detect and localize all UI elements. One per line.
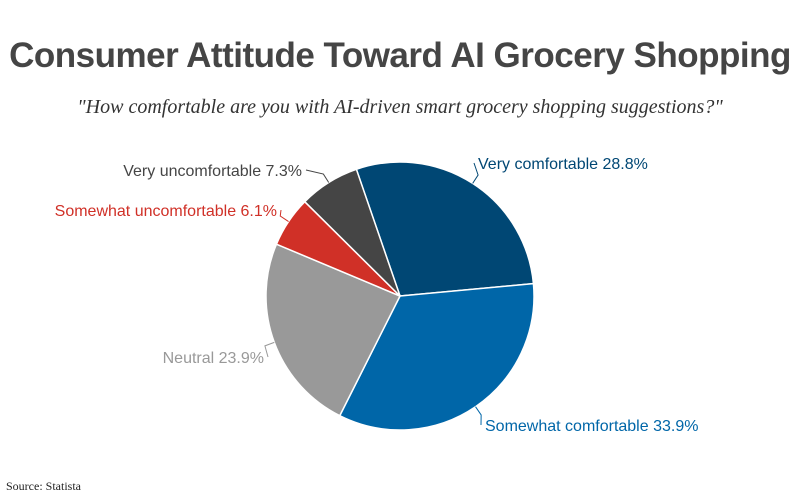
slice-label: Somewhat uncomfortable 6.1% — [55, 203, 277, 220]
slice-label: Very uncomfortable 7.3% — [123, 163, 302, 180]
source-note: Source: Statista — [6, 479, 81, 493]
slice-label: Very comfortable 28.8% — [478, 156, 648, 173]
pie-slice-neutral — [265, 243, 402, 417]
chart-subtitle: "How comfortable are you with AI-driven … — [77, 96, 723, 118]
slice-label: Somewhat comfortable 33.9% — [485, 418, 698, 435]
leader-line — [472, 162, 479, 184]
leader-line — [264, 341, 275, 358]
pie-slice-very-uncomfortable — [303, 168, 401, 297]
slice-label: Neutral 23.9% — [163, 350, 264, 367]
leader-line — [305, 169, 330, 183]
chart-title: Consumer Attitude Toward AI Grocery Shop… — [9, 36, 791, 75]
leader-line — [475, 406, 482, 426]
pie-slice-very-comfortable — [355, 161, 535, 297]
leader-line — [279, 209, 289, 222]
